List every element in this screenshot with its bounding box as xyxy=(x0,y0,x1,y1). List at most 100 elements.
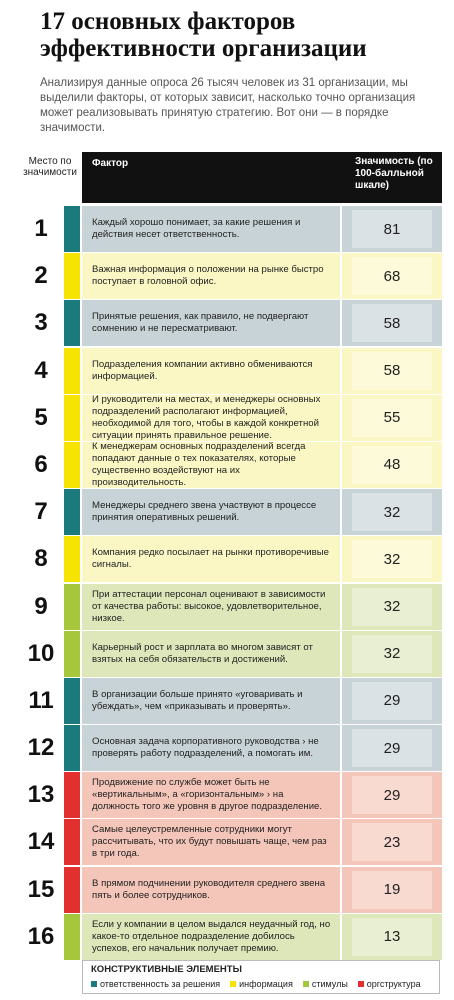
factor-text: Каждый хорошо понимает, за какие решения… xyxy=(82,206,340,252)
category-bar xyxy=(64,253,80,300)
table-row: 5 И руководители на местах, и менеджеры о… xyxy=(0,394,454,441)
table-row: 6 К менеджерам основных подразделений все… xyxy=(0,441,454,488)
table-row: 11 В организации больше принято «уговарив… xyxy=(0,677,454,724)
table-row: 9 При аттестации персонал оценивают в зав… xyxy=(0,583,454,630)
rank: 13 xyxy=(27,781,55,809)
rank: 7 xyxy=(34,498,48,526)
category-bar xyxy=(64,819,80,866)
rank: 6 xyxy=(34,450,48,478)
score-cell: 58 xyxy=(342,347,442,394)
legend-swatch xyxy=(91,981,97,987)
score-cell: 58 xyxy=(342,300,442,347)
legend-swatch xyxy=(357,981,364,987)
factor-text: Продвижение по службе может быть не «вер… xyxy=(82,772,340,819)
score: 32 xyxy=(352,634,432,673)
category-bar xyxy=(64,536,80,583)
title: 17 основных факторов эффективности орган… xyxy=(40,8,367,62)
score: 68 xyxy=(352,257,432,296)
table-row: 16 Если у компании в целом выдался неудач… xyxy=(0,913,454,960)
factor-text: Карьерный рост и зарплата во многом зави… xyxy=(82,630,340,677)
score-cell: 55 xyxy=(342,394,442,441)
score: 29 xyxy=(352,776,432,815)
score: 29 xyxy=(352,681,432,720)
score: 29 xyxy=(352,729,432,768)
column-header: Значимость (по 100-балльной шкале) xyxy=(355,156,433,191)
rank: 3 xyxy=(34,309,48,337)
factor-text: Если у компании в целом выдался неудачны… xyxy=(82,913,340,960)
category-bar xyxy=(64,347,80,394)
category-bar xyxy=(64,206,80,252)
score-cell: 29 xyxy=(342,725,442,772)
score: 48 xyxy=(352,445,432,484)
legend-label: информация xyxy=(239,979,293,989)
score-cell: 32 xyxy=(342,536,442,583)
table-row: 4 Подразделения компании активно обменива… xyxy=(0,347,454,394)
score: 58 xyxy=(352,351,432,390)
score: 32 xyxy=(352,493,432,532)
score-cell: 29 xyxy=(342,677,442,724)
score: 55 xyxy=(352,398,432,437)
category-bar xyxy=(64,583,80,630)
legend: КОНСТРУКТИВНЫЕ ЭЛЕМЕНТЫ ответственность … xyxy=(82,960,440,994)
factor-text: Компания редко посылает на рынки противо… xyxy=(82,536,340,583)
column-header: Фактор xyxy=(92,158,129,169)
factor-text: При аттестации персонал оценивают в зави… xyxy=(82,583,340,630)
legend-items: ответственность за решения информация стим… xyxy=(91,979,421,989)
category-bar xyxy=(64,772,80,819)
category-bar xyxy=(64,677,80,724)
score-cell: 32 xyxy=(342,630,442,677)
legend-item: информация xyxy=(230,979,293,989)
factor-text: Самые целеустремленные сотрудники могут … xyxy=(82,819,340,866)
table-row: 7 Менеджеры среднего звена участвуют в пр… xyxy=(0,489,454,536)
rank: 14 xyxy=(27,828,55,856)
rank: 4 xyxy=(34,356,48,384)
score-cell: 19 xyxy=(342,866,442,913)
table-body: 1 Каждый хорошо понимает, за какие решени… xyxy=(0,206,454,961)
table-row: 14 Самые целеустремленные сотрудники могу… xyxy=(0,819,454,866)
table-row: 12 Основная задача корпоративного руковод… xyxy=(0,725,454,772)
table-row: 2 Важная информация о положении на рынке … xyxy=(0,253,454,300)
score-cell: 48 xyxy=(342,441,442,488)
table-row: 8 Компания редко посылает на рынки против… xyxy=(0,536,454,583)
factor-text: Менеджеры среднего звена участвуют в про… xyxy=(82,489,340,536)
intro: Анализируя данные опроса 26 тысяч челове… xyxy=(40,77,416,134)
score: 23 xyxy=(352,823,432,862)
rank: 5 xyxy=(34,403,48,431)
factor-text: В организации больше принято «уговариват… xyxy=(82,677,340,724)
table-row: 3 Принятые решения, как правило, не подве… xyxy=(0,300,454,347)
rank: 9 xyxy=(34,592,48,620)
category-bar xyxy=(64,866,80,913)
header-band xyxy=(82,152,442,203)
score: 32 xyxy=(352,540,432,579)
category-bar xyxy=(64,630,80,677)
factor-text: Принятые решения, как правило, не подвер… xyxy=(82,300,340,347)
rank: 12 xyxy=(27,734,55,762)
category-bar xyxy=(64,913,80,960)
rank: 11 xyxy=(28,686,54,714)
factor-text: Важная информация о положении на рынке б… xyxy=(82,253,340,300)
category-bar xyxy=(64,300,80,347)
column-header: Место по значимости xyxy=(23,156,77,178)
score: 13 xyxy=(352,917,432,956)
factor-text: В прямом подчинении руководителя среднег… xyxy=(82,866,340,913)
category-bar xyxy=(64,489,80,536)
table-header: Место по значимости Фактор Значимость (п… xyxy=(0,152,454,205)
legend-label: ответственность за решения xyxy=(100,979,221,989)
score-cell: 32 xyxy=(342,583,442,630)
legend-item: стимулы xyxy=(302,979,348,989)
table-row: 10 Карьерный рост и зарплата во многом за… xyxy=(0,630,454,677)
factor-text: Подразделения компании активно обмениваю… xyxy=(82,347,340,394)
table-row: 15 В прямом подчинении руководителя средн… xyxy=(0,866,454,913)
legend-swatch xyxy=(302,981,309,987)
legend-label: оргструктура xyxy=(366,979,421,989)
score-cell: 29 xyxy=(342,772,442,819)
factor-text: И руководители на местах, и менеджеры ос… xyxy=(82,394,340,441)
factor-text: К менеджерам основных подразделений всег… xyxy=(82,441,340,488)
legend-swatch xyxy=(230,981,237,987)
category-bar xyxy=(64,441,80,488)
rank: 2 xyxy=(34,262,48,290)
rank: 1 xyxy=(34,215,48,242)
score: 19 xyxy=(352,870,432,909)
legend-title: КОНСТРУКТИВНЫЕ ЭЛЕМЕНТЫ xyxy=(91,964,242,975)
